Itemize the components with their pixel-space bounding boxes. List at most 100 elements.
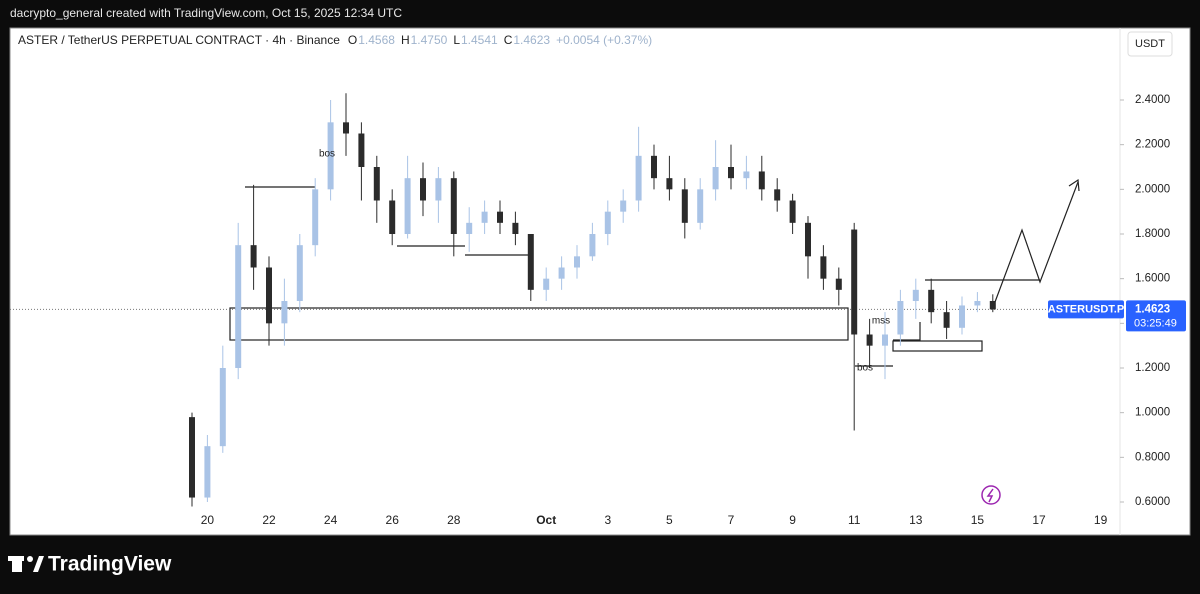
candle-body: [989, 301, 996, 310]
candle-body: [589, 234, 596, 257]
candle-body: [635, 155, 642, 201]
ohlc-value: 1.4750: [411, 33, 448, 47]
countdown: 03:25:49: [1134, 317, 1177, 329]
y-tick-label: 1.0000: [1135, 407, 1170, 419]
currency-box: [1127, 31, 1173, 57]
candle-body: [835, 278, 842, 290]
x-tick-label: 13: [909, 513, 923, 527]
candle-body: [866, 334, 873, 346]
candle-body: [543, 278, 550, 290]
x-tick-label: 5: [666, 513, 673, 527]
zone-box: [229, 307, 849, 341]
y-tick-label: 0.6000: [1135, 496, 1170, 508]
price-tag: 1.4623: [1135, 303, 1170, 315]
y-tick-label: 2.2000: [1135, 139, 1170, 151]
candle-body: [527, 234, 534, 290]
annotation: bos: [319, 149, 335, 160]
candle-body: [189, 417, 195, 498]
logo-mark: [8, 556, 24, 561]
candle-body: [728, 167, 734, 179]
candle-body: [604, 211, 611, 235]
candle-body: [219, 367, 226, 447]
x-tick-label: 24: [324, 513, 338, 527]
y-tick-label: 1.8000: [1135, 228, 1170, 240]
x-tick-label: 17: [1032, 513, 1046, 527]
x-tick-label: 3: [604, 513, 611, 527]
logo-mark: [33, 556, 44, 572]
candle-body: [327, 122, 334, 190]
y-tick-label: 1.2000: [1135, 362, 1170, 374]
footer-brand: TradingView: [48, 553, 172, 576]
candle-body: [250, 245, 257, 268]
candle-body: [758, 171, 765, 190]
candle-body: [574, 256, 580, 268]
symbol-tag-box: [1048, 300, 1124, 319]
candle-body: [466, 222, 473, 235]
candle-body: [959, 305, 965, 328]
alert-icon[interactable]: [981, 485, 1001, 505]
y-tick-label: 2.0000: [1135, 183, 1170, 195]
candle-body: [974, 301, 981, 306]
chart-area: [9, 27, 1191, 536]
candles: [189, 93, 996, 507]
ohlc-key: H: [401, 33, 410, 47]
ohlc-key: L: [453, 33, 460, 47]
candle-body: [882, 334, 888, 346]
annotation: bos: [857, 363, 873, 374]
candle-body: [712, 167, 719, 190]
arrow-head: [1068, 178, 1080, 192]
candle-body: [435, 178, 442, 201]
alert-icon-bolt: [986, 488, 994, 503]
candle-body: [389, 200, 396, 235]
ohlc-value: 1.4568: [358, 33, 395, 47]
x-tick-label: 11: [848, 513, 861, 527]
candle-body: [620, 200, 627, 212]
ohlc-key: C: [504, 33, 513, 47]
candle-body: [312, 189, 319, 246]
candle-body: [204, 446, 211, 498]
candle-body: [558, 267, 565, 279]
candle-body: [743, 171, 750, 179]
candle-body: [912, 289, 919, 302]
ohlc-value: 1.4541: [461, 33, 498, 47]
candle-body: [373, 167, 380, 201]
candle-body: [450, 178, 457, 235]
change-value: +0.0054 (+0.37%): [556, 33, 652, 47]
currency-label: USDT: [1135, 38, 1165, 50]
candle-body: [266, 267, 272, 324]
x-tick-label: 22: [262, 513, 276, 527]
candle-body: [343, 122, 349, 134]
candle-body: [805, 222, 811, 257]
demand-box: [892, 340, 983, 352]
candle-body: [296, 245, 303, 302]
ohlc-key: O: [348, 33, 357, 47]
x-tick-label: Oct: [536, 513, 556, 527]
y-tick-label: 1.6000: [1135, 273, 1170, 285]
candle-body: [820, 256, 827, 279]
x-tick-label: 20: [201, 513, 215, 527]
x-tick-label: 26: [386, 513, 400, 527]
ohlc-value: 1.4623: [513, 33, 550, 47]
logo-mark: [27, 556, 33, 562]
candle-body: [897, 301, 904, 335]
candle-body: [420, 178, 426, 201]
symbol-title: ASTER / TetherUS PERPETUAL CONTRACT · 4h…: [18, 33, 340, 47]
y-tick-label: 2.4000: [1135, 94, 1170, 106]
logo-mark: [12, 556, 22, 572]
top-bar-text: dacrypto_general created with TradingVie…: [10, 6, 402, 20]
candle-body: [481, 211, 488, 223]
y-tick-label: 0.8000: [1135, 451, 1170, 463]
candle-body: [666, 178, 673, 190]
candle-body: [943, 312, 950, 328]
annotation: mss: [872, 316, 890, 327]
projection-path: [994, 181, 1079, 303]
price-tag-box: [1126, 300, 1186, 332]
x-tick-label: 28: [447, 513, 461, 527]
candle-body: [681, 189, 688, 223]
candle-body: [358, 133, 365, 168]
x-tick-label: 15: [971, 513, 985, 527]
x-tick-label: 19: [1094, 513, 1108, 527]
candle-body: [851, 229, 858, 335]
